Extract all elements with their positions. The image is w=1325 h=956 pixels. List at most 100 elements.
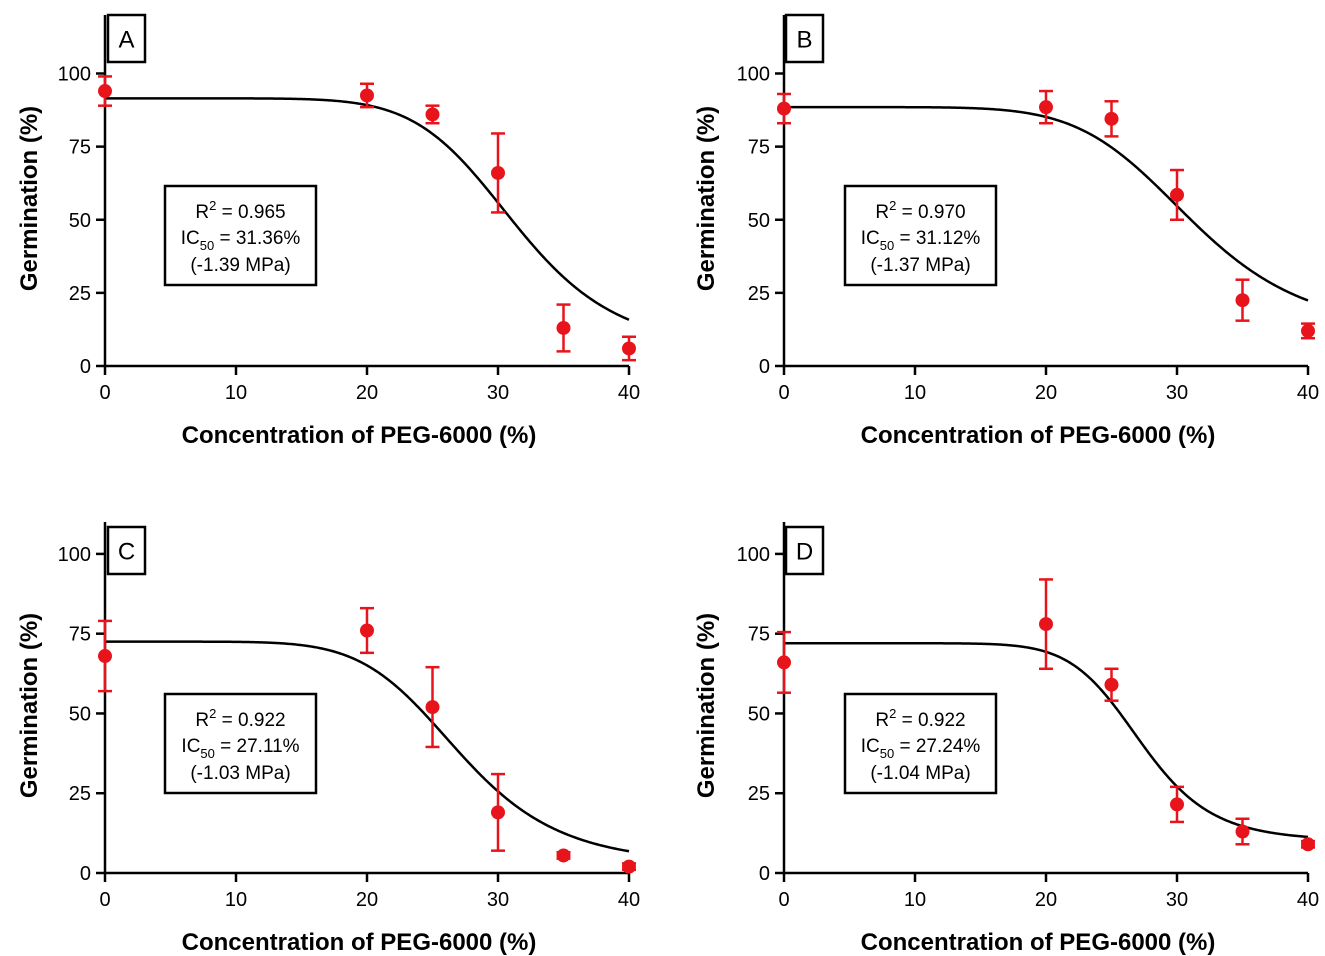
data-point [491,805,505,820]
data-point [1170,797,1184,812]
data-point [1104,677,1119,692]
y-axis-title: Germination (%) [16,613,43,798]
x-axis-title: Concentration of PEG-6000 (%) [861,422,1216,449]
x-tick-label: 40 [618,382,640,404]
r-squared-superscript: 2 [209,198,216,213]
r-squared-text: R2 = 0.970 [875,198,965,223]
pressure-text: (-1.39 MPa) [190,255,290,276]
x-tick-label: 0 [99,382,110,404]
y-tick-label: 75 [69,137,91,159]
ic50-subscript: 50 [880,238,894,253]
r-squared-text: R2 = 0.922 [195,706,285,731]
y-axis-title: Germination (%) [693,613,720,798]
r-squared-label: R [875,202,889,223]
y-tick-label: 50 [69,703,91,725]
data-point [1104,111,1119,126]
data-point [1039,100,1053,115]
ic50-text: IC50 = 31.36% [181,228,301,253]
pressure-text: (-1.03 MPa) [190,763,290,784]
panel-c: 0 10 20 30 40 0 25 50 75 100 Concentration of PEG-… [16,522,640,956]
x-tick-label: 30 [1166,889,1188,911]
y-tick-label: 25 [69,783,91,805]
panel-letter-box [784,13,825,64]
data-point [1170,187,1184,202]
y-tick-label: 100 [58,64,91,86]
panel-letter: A [118,27,134,54]
x-tick-label: 40 [1297,382,1319,404]
stats-box [843,692,998,795]
x-axis-title: Concentration of PEG-6000 (%) [182,929,537,956]
ic50-subscript: 50 [200,746,214,761]
data-point [556,320,571,335]
data-point [1235,824,1250,839]
x-tick-label: 10 [225,889,247,911]
panel-letter: C [118,539,135,566]
y-tick-label: 100 [58,544,91,566]
x-tick-label: 30 [487,889,509,911]
r-squared-superscript: 2 [889,706,896,721]
panel-letter-box [784,525,825,576]
x-tick-label: 0 [778,889,789,911]
data-point [777,101,791,116]
r-squared-text: R2 = 0.965 [195,198,285,223]
data-point [98,84,112,99]
ic50-label: IC [181,228,200,249]
y-tick-label: 0 [759,356,770,378]
y-tick-label: 25 [748,783,770,805]
x-tick-label: 40 [618,889,640,911]
data-point [98,649,112,664]
y-axis-title: Germination (%) [16,106,43,291]
y-tick-label: 0 [80,356,91,378]
r-squared-text: R2 = 0.922 [875,706,965,731]
y-tick-label: 0 [80,863,91,885]
ic50-label: IC [861,736,880,757]
data-point [1301,323,1315,338]
y-tick-label: 100 [737,64,770,86]
stats-box [843,184,998,287]
panel-letter-box [106,525,147,576]
pressure-text: (-1.04 MPa) [870,763,970,784]
panel-letter: D [796,539,813,566]
x-axis-title: Concentration of PEG-6000 (%) [182,422,537,449]
pressure-text: (-1.37 MPa) [870,255,970,276]
data-point [425,700,440,715]
data-point [556,848,571,863]
x-tick-label: 0 [778,382,789,404]
ic50-subscript: 50 [200,238,214,253]
stats-box [163,692,318,795]
data-point [491,165,505,180]
data-point [777,655,791,670]
panel-letter-box [106,13,147,64]
y-tick-label: 0 [759,863,770,885]
x-tick-label: 0 [99,889,110,911]
x-tick-label: 20 [1035,889,1057,911]
y-tick-label: 50 [748,210,770,232]
ic50-value: = 27.24% [894,736,980,757]
y-tick-label: 25 [748,283,770,305]
r-squared-label: R [195,202,209,223]
y-tick-label: 50 [748,703,770,725]
x-tick-label: 10 [225,382,247,404]
data-point [622,859,636,874]
x-tick-label: 30 [1166,382,1188,404]
ic50-text: IC50 = 31.12% [861,228,981,253]
ic50-value: = 31.36% [214,228,300,249]
y-tick-label: 50 [69,210,91,232]
ic50-label: IC [861,228,880,249]
ic50-value: = 31.12% [894,228,980,249]
r-squared-value: = 0.970 [896,202,965,223]
x-tick-label: 40 [1297,889,1319,911]
ic50-text: IC50 = 27.11% [181,736,299,761]
x-tick-label: 20 [356,889,378,911]
r-squared-value: = 0.922 [216,710,285,731]
panel-b: 0 10 20 30 40 0 25 50 75 100 Concentration of PEG-… [693,13,1319,449]
y-tick-label: 75 [748,624,770,646]
data-point [360,88,374,103]
r-squared-value: = 0.965 [216,202,285,223]
y-tick-label: 75 [69,624,91,646]
panel-d: 0 10 20 30 40 0 25 50 75 100 Concentration of PEG-… [693,522,1319,956]
r-squared-value: = 0.922 [896,710,965,731]
ic50-label: IC [181,736,200,757]
data-point [622,341,636,356]
x-axis-title: Concentration of PEG-6000 (%) [861,929,1216,956]
